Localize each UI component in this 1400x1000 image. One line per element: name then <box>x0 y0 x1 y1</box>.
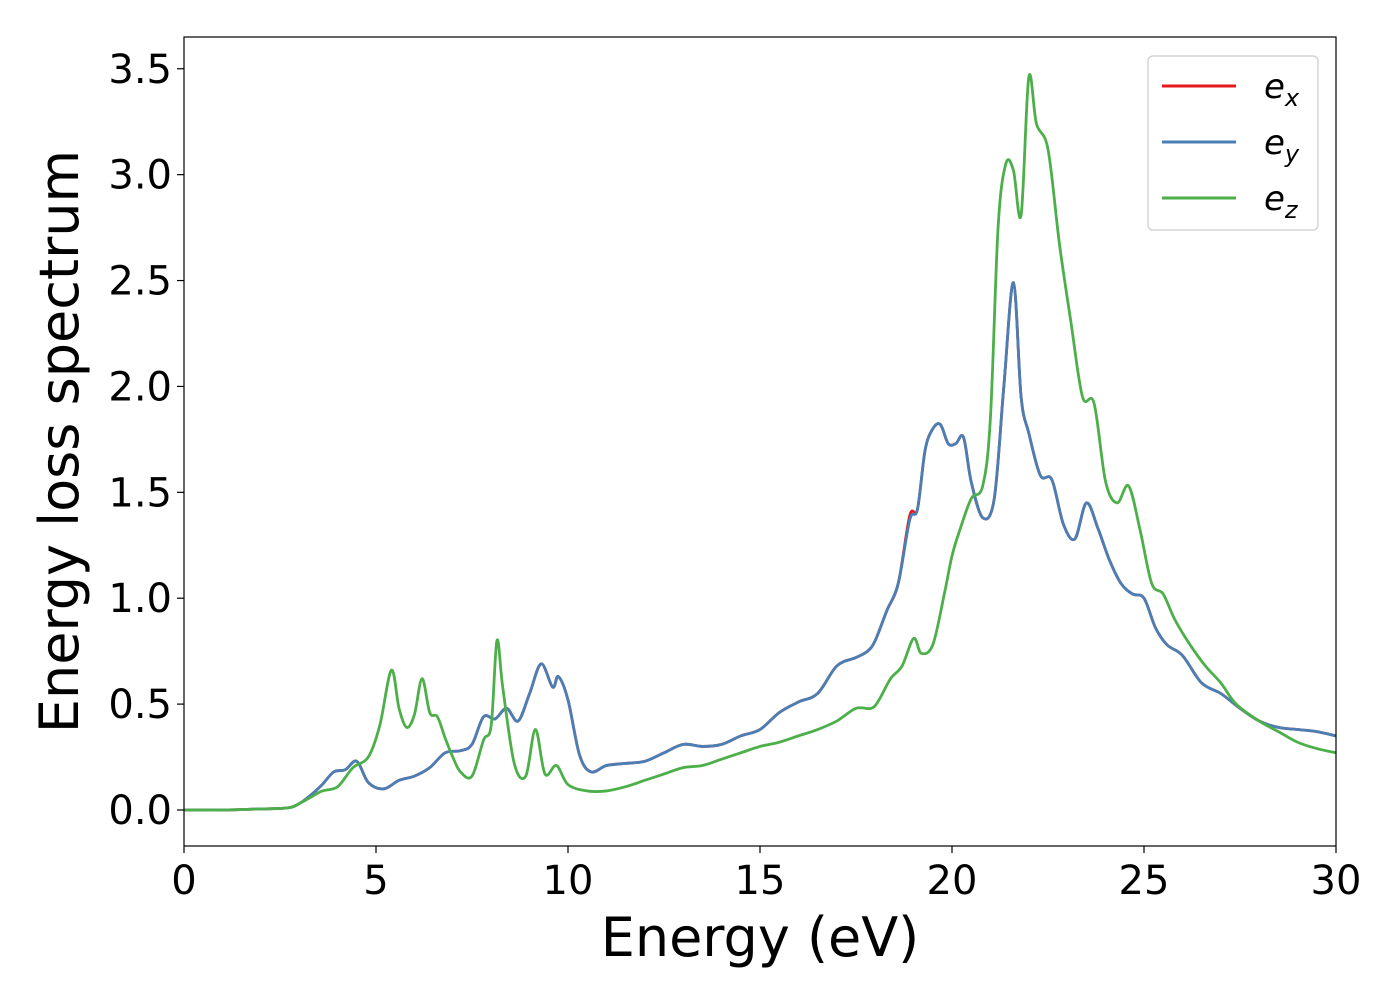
legend-label-x: ex <box>1264 67 1300 112</box>
x-axis-ticks: 0 5 10 15 20 25 30 <box>171 846 1361 904</box>
series-line-y <box>184 281 1336 812</box>
y-tick-label: 1.0 <box>108 576 172 622</box>
legend-label-z: ez <box>1264 179 1299 224</box>
y-tick-label: 3.0 <box>108 153 172 199</box>
legend-label-y: ey <box>1264 123 1300 168</box>
x-axis-label: Energy (eV) <box>601 906 920 969</box>
series-line-z <box>184 73 1336 812</box>
y-tick-label: 2.0 <box>108 364 172 410</box>
x-tick-label: 15 <box>735 858 786 904</box>
series-layer <box>184 73 1336 812</box>
x-tick-label: 0 <box>171 858 196 904</box>
x-tick-label: 20 <box>927 858 978 904</box>
legend: ex ey ez <box>1147 55 1319 231</box>
y-axis-ticks: 0.0 0.5 1.0 1.5 2.0 2.5 3.0 3.5 <box>108 47 184 834</box>
x-tick-label: 25 <box>1119 858 1170 904</box>
y-tick-label: 1.5 <box>108 470 172 516</box>
y-tick-label: 0.5 <box>108 682 172 728</box>
x-tick-label: 5 <box>363 858 388 904</box>
y-tick-label: 2.5 <box>108 259 172 305</box>
y-tick-label: 0.0 <box>108 788 172 834</box>
y-tick-label: 3.5 <box>108 47 172 93</box>
x-tick-label: 30 <box>1311 858 1362 904</box>
x-tick-label: 10 <box>543 858 594 904</box>
y-axis-label: Energy loss spectrum <box>28 150 91 733</box>
